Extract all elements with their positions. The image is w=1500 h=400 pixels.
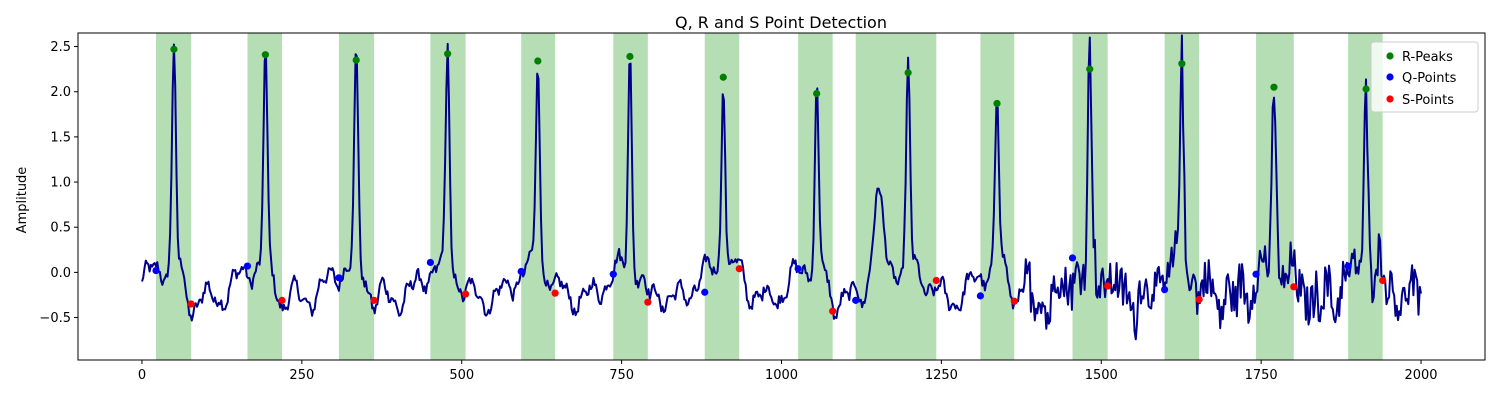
q-points-point-10 [1068,254,1077,262]
y-tick-label-4: 1.5 [50,130,71,145]
s-points-point-12 [1290,283,1298,291]
q-points-point-12 [1252,270,1260,278]
r-peaks-point-12 [1270,83,1278,91]
qrs-spans [156,33,1383,360]
legend-label-q-points: Q-Points [1402,71,1457,86]
y-tick-label-3: 1.0 [50,176,71,191]
x-tick-label-5: 1250 [925,368,958,383]
s-points-point-4 [551,289,559,297]
legend-marker-s-points [1386,95,1394,103]
q-points-point-6 [701,288,709,296]
s-points-point-9 [1010,297,1018,305]
q-points-point-7 [794,265,802,273]
r-peaks-point-6 [719,73,727,81]
qrs-span-6 [704,33,740,360]
q-points-point-2 [335,274,343,282]
r-peaks-point-5 [626,52,634,61]
y-axis-label: Amplitude [15,167,30,234]
x-tick-label-1: 250 [289,368,314,383]
y-tick-label-2: 0.5 [50,221,71,236]
detection-points [152,45,1387,315]
x-tick-label-3: 750 [609,368,634,383]
s-points-point-10 [1104,282,1112,290]
y-tick-label-5: 2.0 [50,85,71,100]
s-points-point-1 [278,296,286,304]
r-peaks-point-3 [444,50,452,58]
ecg-signal-line [141,34,1422,341]
y-tick-label-6: 2.5 [50,40,71,55]
q-points-point-13 [1344,262,1352,270]
q-points-point-1 [243,262,252,270]
legend-label-s-points: S-Points [1402,93,1454,108]
r-peaks-point-10 [1086,65,1094,73]
s-points-point-7 [829,307,837,315]
r-peaks-point-4 [534,57,542,65]
s-points-point-0 [187,300,195,308]
r-peaks-point-0 [170,45,178,53]
legend-box [1370,41,1479,113]
q-points-point-3 [426,258,434,267]
y-axis-ticks: −0.5 0.0 0.5 1.0 1.5 2.0 2.5 [39,40,78,326]
r-peaks-point-2 [352,56,360,64]
q-points-point-9 [976,292,984,300]
y-tick-label-0: −0.5 [39,311,71,326]
legend-marker-q-points [1386,73,1394,81]
chart-title: Q, R and S Point Detection [675,13,887,32]
s-points-point-6 [735,265,743,273]
x-tick-label-2: 500 [449,368,474,383]
s-points-point-3 [461,290,470,298]
r-peaks-point-11 [1178,60,1186,68]
x-tick-label-4: 1000 [765,368,798,383]
legend-marker-r-peaks [1386,52,1394,60]
x-axis-ticks: 0 250 500 750 1000 1250 1500 1750 2000 [138,360,1438,383]
r-peaks-point-1 [261,51,269,59]
x-tick-label-6: 1500 [1085,368,1118,383]
s-points-point-2 [370,296,378,304]
y-tick-label-1: 0.0 [50,266,71,281]
qrs-span-8 [855,33,937,360]
r-peaks-point-13 [1362,85,1370,93]
q-points-point-5 [609,270,617,278]
x-tick-label-8: 2000 [1404,368,1437,383]
qrs-span-9 [980,33,1015,360]
legend-label-r-peaks: R-Peaks [1402,50,1453,65]
s-points-point-11 [1195,295,1203,304]
x-tick-label-7: 1750 [1245,368,1278,383]
legend: R-Peaks Q-Points S-Points [1370,41,1479,113]
q-points-point-11 [1160,285,1169,294]
s-points-point-8 [932,276,940,285]
r-peaks-point-9 [993,99,1001,108]
r-peaks-point-7 [813,89,821,98]
x-tick-label-0: 0 [138,368,146,383]
s-points-point-5 [644,298,652,306]
qrs-span-12 [1256,33,1294,360]
s-points-point-13 [1379,276,1387,285]
qrs-span-7 [798,33,833,360]
r-peaks-point-8 [904,69,912,77]
q-points-point-8 [852,296,860,304]
q-points-point-4 [517,267,525,276]
q-points-point-0 [152,266,160,275]
